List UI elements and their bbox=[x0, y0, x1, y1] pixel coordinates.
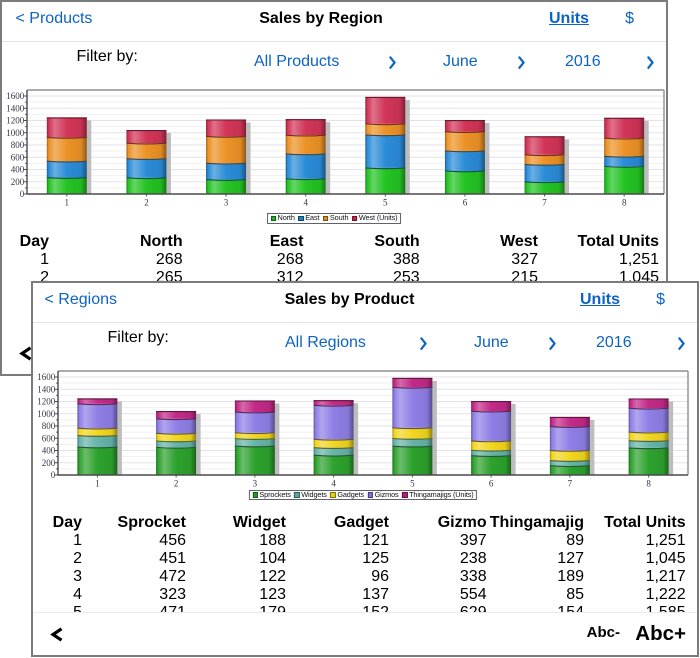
svg-text:6: 6 bbox=[489, 479, 494, 489]
svg-text:800: 800 bbox=[42, 421, 56, 431]
svg-text:3: 3 bbox=[224, 198, 229, 208]
svg-text:400: 400 bbox=[11, 165, 25, 175]
svg-text:8: 8 bbox=[646, 479, 651, 489]
svg-text:1600: 1600 bbox=[6, 91, 25, 101]
svg-text:200: 200 bbox=[11, 177, 25, 187]
svg-text:800: 800 bbox=[11, 140, 25, 150]
svg-text:1600: 1600 bbox=[37, 372, 56, 382]
svg-text:1200: 1200 bbox=[6, 116, 25, 126]
svg-text:400: 400 bbox=[42, 446, 56, 456]
svg-text:4: 4 bbox=[331, 479, 336, 489]
svg-text:3: 3 bbox=[253, 479, 258, 489]
svg-text:600: 600 bbox=[11, 152, 25, 162]
svg-text:1200: 1200 bbox=[37, 397, 56, 407]
svg-text:1000: 1000 bbox=[37, 409, 56, 419]
svg-text:6: 6 bbox=[463, 198, 468, 208]
svg-text:1400: 1400 bbox=[6, 103, 25, 113]
svg-text:600: 600 bbox=[42, 433, 56, 443]
svg-text:1000: 1000 bbox=[6, 128, 25, 138]
svg-text:1400: 1400 bbox=[37, 384, 56, 394]
svg-text:0: 0 bbox=[20, 189, 25, 199]
svg-text:200: 200 bbox=[42, 458, 56, 468]
svg-text:1: 1 bbox=[95, 479, 100, 489]
svg-text:2: 2 bbox=[174, 479, 179, 489]
svg-text:7: 7 bbox=[542, 198, 547, 208]
svg-text:2: 2 bbox=[144, 198, 149, 208]
svg-text:4: 4 bbox=[303, 198, 308, 208]
svg-text:7: 7 bbox=[568, 479, 573, 489]
svg-text:5: 5 bbox=[383, 198, 388, 208]
svg-text:0: 0 bbox=[51, 470, 56, 480]
svg-text:5: 5 bbox=[410, 479, 415, 489]
svg-text:1: 1 bbox=[65, 198, 70, 208]
svg-text:8: 8 bbox=[622, 198, 627, 208]
